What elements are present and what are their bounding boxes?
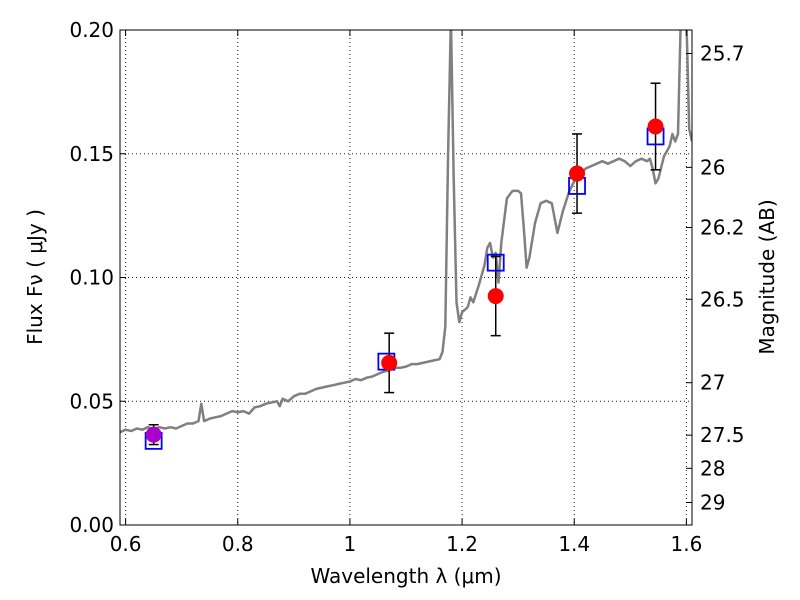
x-tick-label: 1.6 (670, 532, 702, 556)
x-tick-label: 0.6 (110, 532, 142, 556)
observed-data-point (145, 426, 162, 443)
observed-data-point (381, 354, 398, 371)
right-tick-label: 29 (700, 490, 725, 514)
y-axis-label: Flux Fν ( μJy ) (23, 209, 47, 345)
y-tick-label: 0.00 (69, 513, 114, 537)
plot-area (120, 30, 692, 450)
x-tick-label: 1 (344, 532, 357, 556)
y-tick-label: 0.15 (69, 142, 114, 166)
x-tick-label: 1.2 (446, 532, 478, 556)
right-tick-label: 27.5 (700, 423, 745, 447)
right-tick-label: 26.2 (700, 216, 745, 240)
x-tick-label: 1.4 (558, 532, 590, 556)
right-tick-label: 25.7 (700, 42, 745, 66)
right-tick-label: 26 (700, 155, 725, 179)
right-tick-label: 28 (700, 456, 725, 480)
right-tick-label: 26.5 (700, 287, 745, 311)
axis-ticks: 0.6 0.8 1 1.2 1.4 1.6 0.00 0.05 0.10 0.15 0.20 25.7… (69, 18, 744, 556)
observed-data-point (487, 288, 504, 305)
model-photometry-square (486, 253, 505, 272)
right-tick-label: 27 (700, 371, 725, 395)
y-tick-label: 0.05 (69, 389, 114, 413)
right-axis-label: Magnitude (AB) (755, 199, 779, 354)
grid-lines (120, 30, 692, 525)
x-axis-label: Wavelength λ (μm) (310, 564, 501, 588)
model-spectrum-line (120, 30, 692, 434)
y-tick-label: 0.20 (69, 18, 114, 42)
observed-data-point (569, 165, 586, 182)
plot-frame (119, 29, 693, 526)
observed-data-point (647, 118, 664, 135)
y-tick-label: 0.10 (69, 266, 114, 290)
x-tick-label: 0.8 (222, 532, 254, 556)
